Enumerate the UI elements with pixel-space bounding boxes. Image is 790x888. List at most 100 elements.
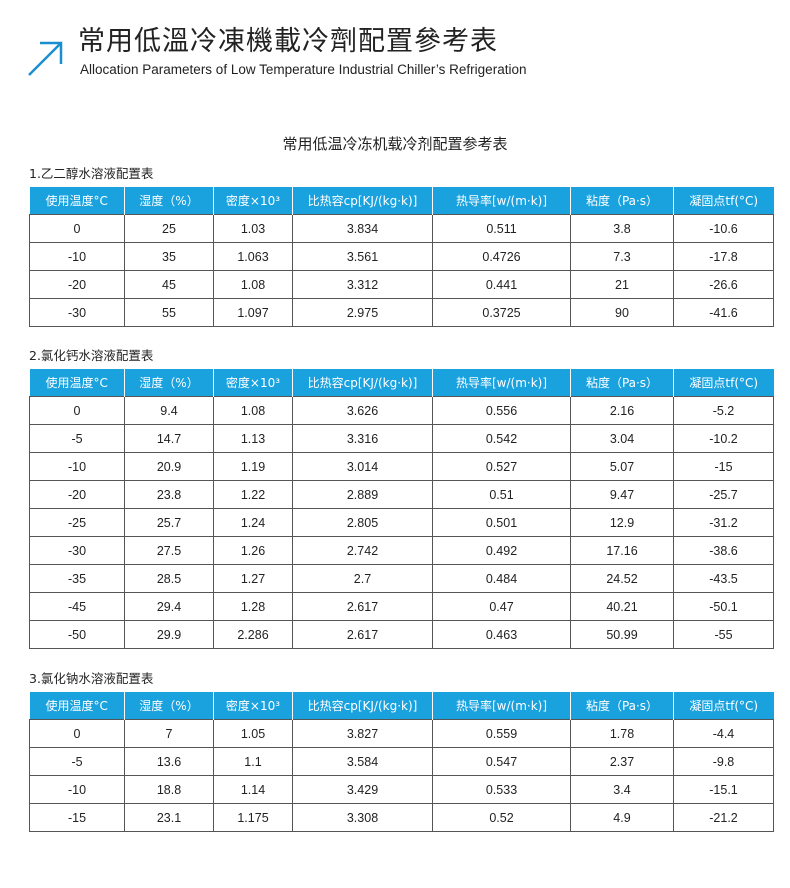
table-cell: 0: [29, 719, 125, 748]
column-header: 使用温度°C: [29, 692, 125, 720]
column-header: 凝固点tf(°C): [673, 369, 774, 397]
table-cell: -5.2: [673, 396, 774, 425]
column-header: 密度×10³: [213, 369, 293, 397]
table-cell: 0.547: [432, 747, 571, 776]
table-cell: 9.4: [124, 396, 214, 425]
table-cell: 23.8: [124, 480, 214, 509]
table-cell: -15: [29, 803, 125, 832]
table-row: -10 20.9 1.19 3.014 0.527 5.07 -15: [29, 452, 774, 481]
table-cell: 0.492: [432, 536, 571, 565]
table-cell: 45: [124, 270, 214, 299]
table-cell: 17.16: [570, 536, 674, 565]
table-cell: 1.27: [213, 564, 293, 593]
page-title: 常用低溫冷凍機載冷劑配置參考表: [78, 26, 498, 57]
table-row: -45 29.4 1.28 2.617 0.47 40.21 -50.1: [29, 592, 774, 621]
table-row: 0 9.4 1.08 3.626 0.556 2.16 -5.2: [29, 396, 774, 425]
table-cell: 28.5: [124, 564, 214, 593]
table-cell: 1.05: [213, 719, 293, 748]
table-cell: -20: [29, 480, 125, 509]
table-cell: 0: [29, 396, 125, 425]
column-header: 湿度（%）: [124, 187, 214, 215]
table-cell: 3.312: [292, 270, 433, 299]
table-cell: 1.24: [213, 508, 293, 537]
data-table: 使用温度°C 湿度（%） 密度×10³ 比热容cp[KJ/(kg·k)] 热导率[w/(…: [29, 369, 774, 649]
table-row: 0 7 1.05 3.827 0.559 1.78 -4.4: [29, 719, 774, 748]
table-cell: 2.617: [292, 620, 433, 649]
table-cell: 27.5: [124, 536, 214, 565]
header-row: 使用温度°C 湿度（%） 密度×10³ 比热容cp[KJ/(kg·k)] 热导率[w/(…: [29, 692, 774, 720]
table-cell: -31.2: [673, 508, 774, 537]
table-cell: 0.47: [432, 592, 571, 621]
column-header: 使用温度°C: [29, 187, 125, 215]
table-cell: 3.014: [292, 452, 433, 481]
section-title: 2.氯化钙水溶液配置表: [29, 348, 154, 363]
section-title: 3.氯化钠水溶液配置表: [29, 671, 154, 686]
table-cell: 25: [124, 214, 214, 243]
table-cell: -25: [29, 508, 125, 537]
header-row: 使用温度°C 湿度（%） 密度×10³ 比热容cp[KJ/(kg·k)] 热导率[w/(…: [29, 187, 774, 215]
table-cell: 7.3: [570, 242, 674, 271]
table-cell: 0.441: [432, 270, 571, 299]
column-header: 热导率[w/(m·k)]: [432, 187, 571, 215]
table-cell: 23.1: [124, 803, 214, 832]
table-cell: 20.9: [124, 452, 214, 481]
table-cell: 0.559: [432, 719, 571, 748]
table-cell: 4.9: [570, 803, 674, 832]
table-cell: 3.834: [292, 214, 433, 243]
table-cell: 0: [29, 214, 125, 243]
table-cell: -15: [673, 452, 774, 481]
table-cell: -43.5: [673, 564, 774, 593]
table-cell: 18.8: [124, 775, 214, 804]
table-row: -30 27.5 1.26 2.742 0.492 17.16 -38.6: [29, 536, 774, 565]
table-cell: 2.37: [570, 747, 674, 776]
table-section: 1.乙二醇水溶液配置表使用温度°C 湿度（%） 密度×10³ 比热容cp[KJ/(kg…: [29, 160, 774, 327]
table-cell: -4.4: [673, 719, 774, 748]
column-header: 使用温度°C: [29, 369, 125, 397]
table-cell: 3.429: [292, 775, 433, 804]
table-cell: 35: [124, 242, 214, 271]
table-cell: 0.51: [432, 480, 571, 509]
table-cell: 2.805: [292, 508, 433, 537]
header-row: 使用温度°C 湿度（%） 密度×10³ 比热容cp[KJ/(kg·k)] 热导率[w/(…: [29, 369, 774, 397]
table-cell: 3.316: [292, 424, 433, 453]
table-cell: 2.16: [570, 396, 674, 425]
table-cell: 0.533: [432, 775, 571, 804]
data-table: 使用温度°C 湿度（%） 密度×10³ 比热容cp[KJ/(kg·k)] 热导率[w/(…: [29, 692, 774, 832]
table-cell: 0.511: [432, 214, 571, 243]
table-cell: -38.6: [673, 536, 774, 565]
table-cell: -55: [673, 620, 774, 649]
table-cell: 2.975: [292, 298, 433, 327]
table-cell: 40.21: [570, 592, 674, 621]
tables-container: 1.乙二醇水溶液配置表使用温度°C 湿度（%） 密度×10³ 比热容cp[KJ/(kg…: [29, 160, 774, 847]
arrow-logo-icon: [28, 41, 63, 76]
column-header: 粘度（Pa·s）: [570, 369, 674, 397]
table-cell: -5: [29, 747, 125, 776]
column-header: 凝固点tf(°C): [673, 187, 774, 215]
table-cell: 1.08: [213, 270, 293, 299]
table-row: -20 23.8 1.22 2.889 0.51 9.47 -25.7: [29, 480, 774, 509]
table-cell: -5: [29, 424, 125, 453]
table-cell: -20: [29, 270, 125, 299]
column-header: 密度×10³: [213, 692, 293, 720]
table-row: -25 25.7 1.24 2.805 0.501 12.9 -31.2: [29, 508, 774, 537]
column-header: 热导率[w/(m·k)]: [432, 369, 571, 397]
table-cell: 90: [570, 298, 674, 327]
column-header: 凝固点tf(°C): [673, 692, 774, 720]
table-row: -5 13.6 1.1 3.584 0.547 2.37 -9.8: [29, 747, 774, 776]
table-cell: -15.1: [673, 775, 774, 804]
table-cell: -50.1: [673, 592, 774, 621]
table-cell: -30: [29, 298, 125, 327]
table-cell: 0.52: [432, 803, 571, 832]
table-row: -35 28.5 1.27 2.7 0.484 24.52 -43.5: [29, 564, 774, 593]
table-cell: 2.7: [292, 564, 433, 593]
table-cell: 0.556: [432, 396, 571, 425]
section-title: 1.乙二醇水溶液配置表: [29, 166, 154, 181]
table-cell: 0.463: [432, 620, 571, 649]
table-cell: 12.9: [570, 508, 674, 537]
table-cell: 5.07: [570, 452, 674, 481]
table-section: 3.氯化钠水溶液配置表使用温度°C 湿度（%） 密度×10³ 比热容cp[KJ/(kg…: [29, 665, 774, 832]
table-cell: 0.484: [432, 564, 571, 593]
table-cell: 3.626: [292, 396, 433, 425]
table-cell: 14.7: [124, 424, 214, 453]
table-cell: -10: [29, 452, 125, 481]
